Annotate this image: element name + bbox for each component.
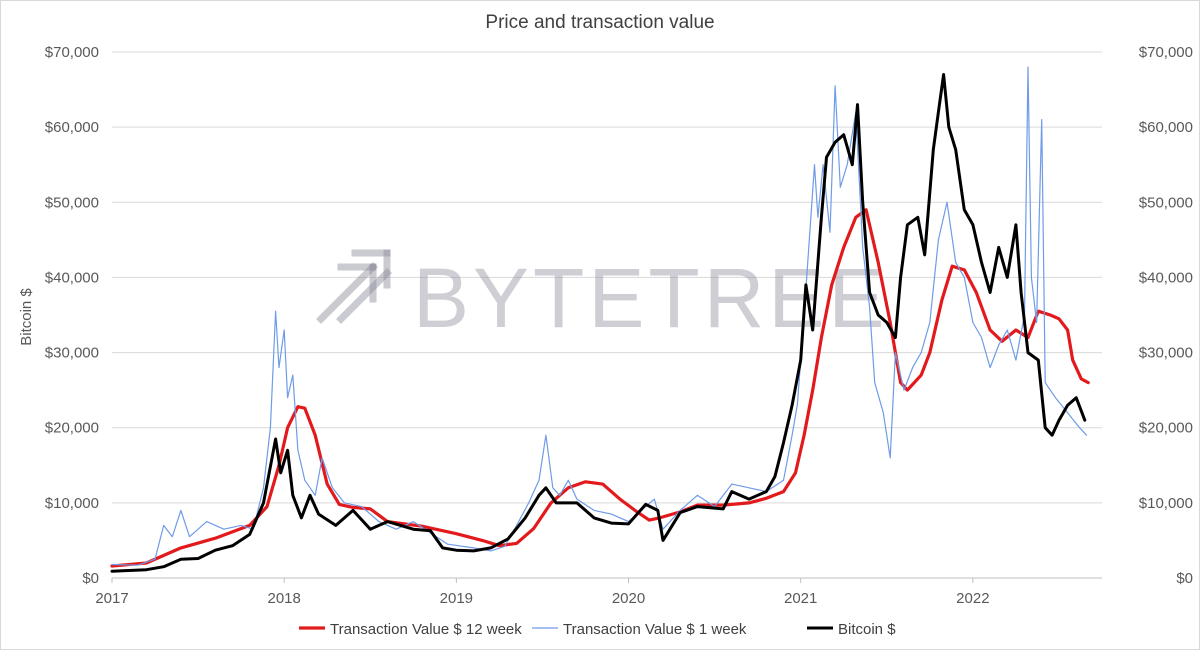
legend: Transaction Value $ 12 week Transaction V… (299, 621, 896, 638)
y-tick-right: $60,000 (1139, 119, 1193, 136)
y-tick-right: $20,000 (1139, 420, 1193, 437)
x-tick-label: 2017 (95, 590, 128, 607)
legend-label: Transaction Value $ 1 week (563, 621, 747, 638)
y-tick-right: $0 (1176, 570, 1193, 587)
y-tick-left: $10,000 (45, 495, 99, 512)
gridlines (112, 51, 1102, 504)
x-tick-label: 2021 (784, 590, 817, 607)
y-tick-left: $40,000 (45, 269, 99, 286)
right-axis: $0 $10,000 $20,000 $30,000 $40,000 $50,000 $60… (1139, 44, 1193, 587)
left-axis: $0 $10,000 $20,000 $30,000 $40,000 $50,000 $60… (45, 44, 99, 587)
x-axis: 2017 2018 2019 2020 2021 2022 (95, 578, 990, 607)
legend-label: Bitcoin $ (838, 621, 896, 638)
x-tick-label: 2022 (956, 590, 989, 607)
y-tick-left: $70,000 (45, 44, 99, 61)
series-line-1 (111, 66, 1088, 566)
y-tick-right: $70,000 (1139, 44, 1193, 61)
watermark-arrow-icon (316, 249, 392, 324)
y-tick-left: $50,000 (45, 194, 99, 211)
y-tick-left: $0 (82, 570, 99, 587)
x-tick-label: 2018 (267, 590, 300, 607)
y-tick-right: $40,000 (1139, 269, 1193, 286)
y-axis-title: Bitcoin $ (18, 288, 35, 346)
y-tick-left: $30,000 (45, 345, 99, 362)
y-tick-right: $30,000 (1139, 345, 1193, 362)
chart-title: Price and transaction value (485, 12, 714, 33)
series-line-0 (110, 208, 1090, 568)
y-tick-left: $60,000 (45, 119, 99, 136)
legend-label: Transaction Value $ 12 week (330, 621, 522, 638)
x-tick-label: 2020 (612, 590, 645, 607)
y-tick-right: $10,000 (1139, 495, 1193, 512)
series-group (110, 66, 1090, 573)
y-tick-left: $20,000 (45, 420, 99, 437)
x-tick-label: 2019 (440, 590, 473, 607)
series-line-2 (110, 73, 1087, 573)
y-tick-right: $50,000 (1139, 194, 1193, 211)
